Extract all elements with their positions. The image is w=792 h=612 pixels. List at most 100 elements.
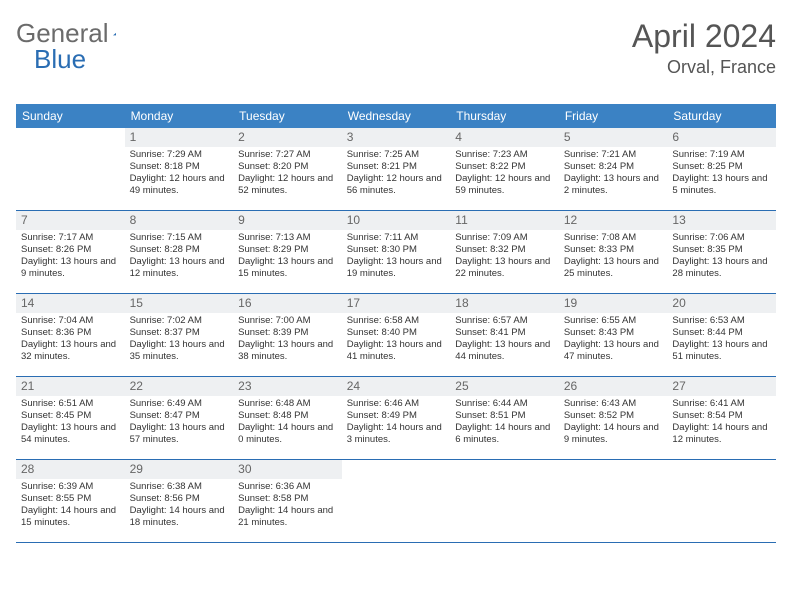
day-body: Sunrise: 6:57 AMSunset: 8:41 PMDaylight:… [450,313,559,367]
day-cell: 21Sunrise: 6:51 AMSunset: 8:45 PMDayligh… [16,377,125,459]
sunrise-line: Sunrise: 6:38 AM [130,481,229,493]
weekday-header-row: SundayMondayTuesdayWednesdayThursdayFrid… [16,104,776,128]
sunset-line: Sunset: 8:33 PM [564,244,663,256]
daylight-line: Daylight: 13 hours and 2 minutes. [564,173,663,197]
daylight-line: Daylight: 12 hours and 49 minutes. [130,173,229,197]
day-number: 27 [667,377,776,396]
sunset-line: Sunset: 8:21 PM [347,161,446,173]
day-cell: 1Sunrise: 7:29 AMSunset: 8:18 PMDaylight… [125,128,234,210]
sunrise-line: Sunrise: 6:41 AM [672,398,771,410]
day-body: Sunrise: 7:23 AMSunset: 8:22 PMDaylight:… [450,147,559,201]
day-number: 30 [233,460,342,479]
day-number: 13 [667,211,776,230]
daylight-line: Daylight: 13 hours and 51 minutes. [672,339,771,363]
day-body: Sunrise: 6:39 AMSunset: 8:55 PMDaylight:… [16,479,125,533]
day-cell: 13Sunrise: 7:06 AMSunset: 8:35 PMDayligh… [667,211,776,293]
day-cell: 29Sunrise: 6:38 AMSunset: 8:56 PMDayligh… [125,460,234,542]
logo-text-part2: Blue [34,44,86,74]
sunrise-line: Sunrise: 7:13 AM [238,232,337,244]
title-block: April 2024 Orval, France [632,18,776,78]
day-cell: 26Sunrise: 6:43 AMSunset: 8:52 PMDayligh… [559,377,668,459]
daylight-line: Daylight: 14 hours and 18 minutes. [130,505,229,529]
sunrise-line: Sunrise: 6:44 AM [455,398,554,410]
weekday-header: Saturday [667,104,776,128]
day-number: 29 [125,460,234,479]
day-cell: 23Sunrise: 6:48 AMSunset: 8:48 PMDayligh… [233,377,342,459]
day-number: 11 [450,211,559,230]
day-body: Sunrise: 6:48 AMSunset: 8:48 PMDaylight:… [233,396,342,450]
weekday-header: Monday [125,104,234,128]
sunset-line: Sunset: 8:35 PM [672,244,771,256]
sunset-line: Sunset: 8:36 PM [21,327,120,339]
sunset-line: Sunset: 8:20 PM [238,161,337,173]
day-number: 18 [450,294,559,313]
day-body: Sunrise: 7:09 AMSunset: 8:32 PMDaylight:… [450,230,559,284]
sunset-line: Sunset: 8:47 PM [130,410,229,422]
day-body: Sunrise: 6:55 AMSunset: 8:43 PMDaylight:… [559,313,668,367]
day-body: Sunrise: 7:00 AMSunset: 8:39 PMDaylight:… [233,313,342,367]
day-number: 21 [16,377,125,396]
sunset-line: Sunset: 8:55 PM [21,493,120,505]
day-number: 9 [233,211,342,230]
daylight-line: Daylight: 14 hours and 12 minutes. [672,422,771,446]
day-number: 20 [667,294,776,313]
day-body: Sunrise: 6:49 AMSunset: 8:47 PMDaylight:… [125,396,234,450]
sunset-line: Sunset: 8:41 PM [455,327,554,339]
sunrise-line: Sunrise: 7:04 AM [21,315,120,327]
day-number: 1 [125,128,234,147]
daylight-line: Daylight: 12 hours and 59 minutes. [455,173,554,197]
weekday-header: Thursday [450,104,559,128]
day-body: Sunrise: 6:58 AMSunset: 8:40 PMDaylight:… [342,313,451,367]
sunset-line: Sunset: 8:32 PM [455,244,554,256]
sunset-line: Sunset: 8:51 PM [455,410,554,422]
day-body: Sunrise: 7:04 AMSunset: 8:36 PMDaylight:… [16,313,125,367]
day-body: Sunrise: 7:11 AMSunset: 8:30 PMDaylight:… [342,230,451,284]
day-cell: 6Sunrise: 7:19 AMSunset: 8:25 PMDaylight… [667,128,776,210]
day-number: 4 [450,128,559,147]
day-body: Sunrise: 7:21 AMSunset: 8:24 PMDaylight:… [559,147,668,201]
sunset-line: Sunset: 8:48 PM [238,410,337,422]
daylight-line: Daylight: 13 hours and 35 minutes. [130,339,229,363]
day-cell [16,128,125,210]
day-number: 10 [342,211,451,230]
day-number: 17 [342,294,451,313]
sunset-line: Sunset: 8:39 PM [238,327,337,339]
day-number: 28 [16,460,125,479]
sunrise-line: Sunrise: 7:11 AM [347,232,446,244]
day-cell: 9Sunrise: 7:13 AMSunset: 8:29 PMDaylight… [233,211,342,293]
day-cell: 15Sunrise: 7:02 AMSunset: 8:37 PMDayligh… [125,294,234,376]
weekday-header: Friday [559,104,668,128]
sunset-line: Sunset: 8:22 PM [455,161,554,173]
day-cell: 24Sunrise: 6:46 AMSunset: 8:49 PMDayligh… [342,377,451,459]
daylight-line: Daylight: 13 hours and 25 minutes. [564,256,663,280]
day-cell: 28Sunrise: 6:39 AMSunset: 8:55 PMDayligh… [16,460,125,542]
sunrise-line: Sunrise: 7:21 AM [564,149,663,161]
day-number: 15 [125,294,234,313]
day-cell: 18Sunrise: 6:57 AMSunset: 8:41 PMDayligh… [450,294,559,376]
location: Orval, France [632,57,776,78]
day-cell: 3Sunrise: 7:25 AMSunset: 8:21 PMDaylight… [342,128,451,210]
day-body: Sunrise: 6:46 AMSunset: 8:49 PMDaylight:… [342,396,451,450]
day-number: 19 [559,294,668,313]
day-body: Sunrise: 7:06 AMSunset: 8:35 PMDaylight:… [667,230,776,284]
daylight-line: Daylight: 13 hours and 47 minutes. [564,339,663,363]
weekday-header: Sunday [16,104,125,128]
day-cell [342,460,451,542]
day-number: 3 [342,128,451,147]
day-body: Sunrise: 6:51 AMSunset: 8:45 PMDaylight:… [16,396,125,450]
sunset-line: Sunset: 8:54 PM [672,410,771,422]
sunset-line: Sunset: 8:37 PM [130,327,229,339]
logo-triangle-icon [113,25,116,43]
week-row: 21Sunrise: 6:51 AMSunset: 8:45 PMDayligh… [16,377,776,460]
sunset-line: Sunset: 8:56 PM [130,493,229,505]
sunrise-line: Sunrise: 7:19 AM [672,149,771,161]
day-body: Sunrise: 7:27 AMSunset: 8:20 PMDaylight:… [233,147,342,201]
sunrise-line: Sunrise: 7:08 AM [564,232,663,244]
sunset-line: Sunset: 8:24 PM [564,161,663,173]
sunrise-line: Sunrise: 6:49 AM [130,398,229,410]
day-body: Sunrise: 6:38 AMSunset: 8:56 PMDaylight:… [125,479,234,533]
day-body: Sunrise: 6:44 AMSunset: 8:51 PMDaylight:… [450,396,559,450]
sunrise-line: Sunrise: 6:36 AM [238,481,337,493]
daylight-line: Daylight: 13 hours and 15 minutes. [238,256,337,280]
day-body: Sunrise: 7:17 AMSunset: 8:26 PMDaylight:… [16,230,125,284]
